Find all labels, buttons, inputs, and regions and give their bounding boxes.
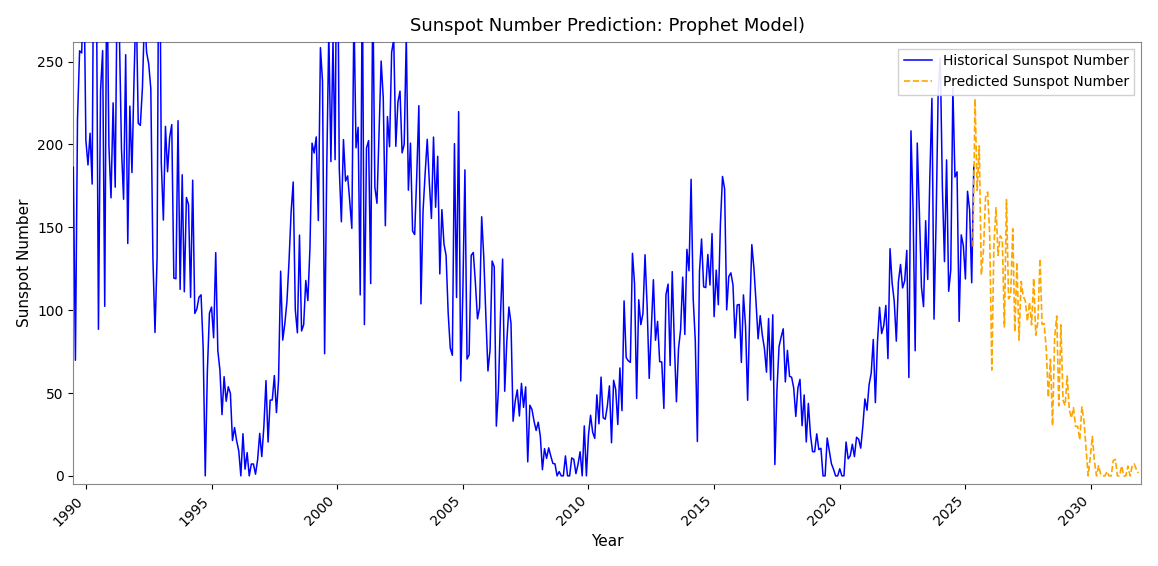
Historical Sunspot Number — [198, 473, 212, 479]
Predicted Sunspot Number — [968, 96, 982, 102]
Legend: Historical Sunspot Number, Predicted Sunspot Number: Historical Sunspot Number, Predicted Sun… — [899, 49, 1135, 95]
Predicted Sunspot Number — [1075, 404, 1089, 410]
Predicted Sunspot Number — [1069, 423, 1083, 430]
Predicted Sunspot Number — [966, 243, 980, 250]
Predicted Sunspot Number — [1041, 394, 1055, 401]
Predicted Sunspot Number — [1082, 473, 1095, 479]
X-axis label: Year: Year — [591, 534, 623, 550]
Line: Historical Sunspot Number: Historical Sunspot Number — [73, 0, 974, 476]
Historical Sunspot Number — [66, 164, 80, 170]
Predicted Sunspot Number — [1131, 470, 1145, 477]
Historical Sunspot Number — [915, 284, 929, 290]
Predicted Sunspot Number — [1067, 404, 1080, 411]
Historical Sunspot Number — [384, 49, 398, 56]
Title: Sunspot Number Prediction: Prophet Model): Sunspot Number Prediction: Prophet Model… — [410, 16, 805, 35]
Historical Sunspot Number — [107, 100, 120, 106]
Historical Sunspot Number — [904, 127, 918, 134]
Historical Sunspot Number — [837, 473, 851, 479]
Historical Sunspot Number — [96, 48, 110, 54]
Historical Sunspot Number — [967, 162, 981, 169]
Line: Predicted Sunspot Number: Predicted Sunspot Number — [973, 99, 1138, 476]
Predicted Sunspot Number — [1083, 454, 1097, 461]
Predicted Sunspot Number — [1116, 473, 1130, 479]
Y-axis label: Sunspot Number: Sunspot Number — [16, 199, 31, 327]
